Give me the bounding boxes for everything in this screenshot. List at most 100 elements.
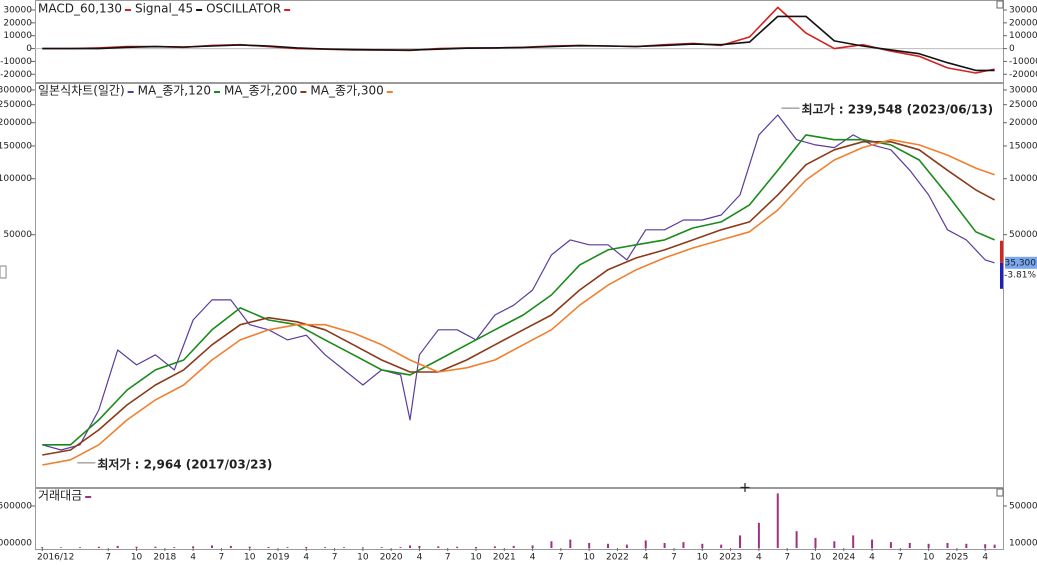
volume-bar [833, 541, 836, 548]
volume-bar [229, 545, 232, 548]
volume-bar [814, 537, 817, 548]
price-change-bar-up [1000, 240, 1003, 263]
y-tick-label: -10000 [0, 57, 32, 67]
x-tick-label: 2021 [493, 553, 516, 563]
y-tick-label: 50000 [3, 230, 32, 240]
x-tick-label: 7 [105, 553, 111, 563]
volume-bar [984, 544, 987, 548]
x-tick-label: 10 [923, 553, 935, 563]
y-tick-label: 0 [26, 44, 32, 54]
x-tick-label: 7 [445, 553, 451, 563]
x-tick-label: 4 [190, 553, 196, 563]
volume-bar [795, 531, 798, 548]
y-tick-label: 250000 [0, 100, 32, 110]
price-change-bar-down [1000, 262, 1003, 289]
y-tick-label: 100000 [0, 174, 32, 184]
volume-bar [993, 544, 996, 548]
volume-bar [569, 539, 572, 548]
volume-bar [418, 545, 421, 548]
panel-frames [35, 0, 1004, 550]
volume-bar [871, 539, 874, 548]
macd-frame [35, 0, 1004, 83]
x-tick-label: 4 [869, 553, 875, 563]
y-tick-label: -20000 [0, 70, 32, 80]
volume-bar [361, 547, 364, 548]
series-line [42, 15, 995, 72]
y-tick-label: 10000 [1009, 31, 1037, 41]
volume-bar [324, 547, 327, 548]
annotation-text: 최고가 : 239,548 (2023/06/13) [801, 102, 993, 117]
y-tick-label: 100000 [1009, 174, 1037, 184]
plot-area [35, 6, 1003, 74]
series-line [42, 141, 995, 456]
volume-bar [701, 543, 704, 548]
y-tick-label: 150000 [0, 141, 32, 151]
volume-frame [35, 488, 1004, 550]
y-tick-label: 500000 [0, 501, 32, 511]
volume-bar [607, 543, 610, 548]
x-tick-label: 4 [303, 553, 309, 563]
plot-area [42, 114, 995, 466]
volume-bar [889, 542, 892, 548]
volume-bar [78, 547, 81, 548]
x-tick-label: 4 [982, 553, 988, 563]
legend-label: Signal_45 [135, 2, 193, 16]
volume-bar [588, 542, 591, 548]
last-price-change: -3.81% [1004, 270, 1036, 280]
x-tick-label: 7 [558, 553, 564, 563]
series-line [42, 134, 995, 446]
y-tick-label: 30000 [1009, 6, 1037, 16]
y-tick-label: 200000 [1009, 118, 1037, 128]
x-tick-label: 10 [131, 553, 143, 563]
volume-bar [267, 546, 270, 548]
panel-button[interactable] [996, 488, 1004, 497]
y-tick-label: 300000 [1009, 85, 1037, 95]
volume-bar [456, 546, 459, 548]
legend-label: MACD_60,130 [38, 2, 122, 16]
volume-bar [475, 546, 478, 548]
panel-button[interactable] [996, 0, 1004, 9]
volume-bar [493, 546, 496, 548]
y-tick-label: 50000 [1009, 230, 1037, 240]
y-tick-label: 10000 [3, 31, 32, 41]
volume-bar [286, 547, 289, 548]
volume-bar [41, 547, 44, 548]
volume-bar [720, 544, 723, 548]
y-tick-label: 300000 [0, 85, 32, 95]
y-tick-label: 20000 [1009, 18, 1037, 28]
volume-bar [663, 542, 666, 548]
legend-label: OSCILLATOR [206, 2, 281, 16]
volume-bar [739, 535, 742, 548]
x-tick-label: 2024 [832, 553, 855, 563]
volume-bar [60, 547, 63, 548]
legend-label: MA_종가,300 [310, 84, 383, 98]
price-frame [35, 83, 1004, 488]
side-handle[interactable] [0, 265, 7, 279]
volume-bar [776, 493, 779, 548]
legend-label: 일본식차트(일간) [38, 84, 125, 98]
volume-bar [154, 546, 157, 548]
x-tick-label: 2020 [380, 553, 403, 563]
x-tick-label: 10 [810, 553, 822, 563]
volume-bar [409, 545, 412, 548]
y-tick-label: 20000 [3, 18, 32, 28]
volume-bar [97, 546, 100, 548]
x-tick-label: 7 [332, 553, 338, 563]
series-line [42, 138, 995, 466]
volume-bar [927, 543, 930, 548]
volume-bar [908, 542, 911, 548]
volume-bar [399, 547, 402, 548]
x-tick-label: 2022 [606, 553, 629, 563]
x-tick-label: 2023 [719, 553, 742, 563]
x-tick-label: 7 [671, 553, 677, 563]
volume-bar [210, 545, 213, 548]
x-tick-label: 10 [244, 553, 256, 563]
volume-bar [116, 545, 119, 548]
x-tick-label: 4 [530, 553, 536, 563]
y-tick-label: 30000 [3, 6, 32, 16]
volume-bar [531, 545, 534, 548]
x-tick-label: 2025 [945, 553, 968, 563]
crosshair-cursor [740, 483, 750, 492]
volume-bar [682, 542, 685, 548]
